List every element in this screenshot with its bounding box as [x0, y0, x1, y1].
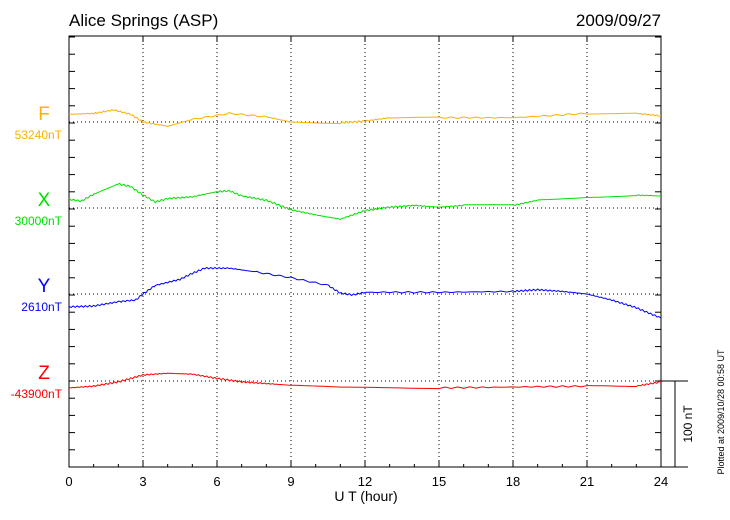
- series-line-Z: [68, 372, 662, 390]
- x-tick-label: 24: [654, 474, 668, 489]
- series-name-X: X: [38, 190, 51, 211]
- series-name-F: F: [38, 104, 50, 125]
- x-tick-label: 12: [358, 474, 372, 489]
- x-tick-label: 6: [213, 474, 220, 489]
- series-lines: [68, 108, 662, 390]
- series-line-Y: [68, 266, 662, 319]
- x-tick-label: 3: [139, 474, 146, 489]
- x-tick-label: 21: [580, 474, 594, 489]
- baseline-label-Z: -43900nT: [11, 387, 63, 401]
- plotted-note: Plotted at 2009/10/28 00:58 UT: [716, 349, 726, 475]
- series-labels: F 53240nT X 30000nT Y 2610nT Z -43900nT: [11, 104, 63, 401]
- chart-title: Alice Springs (ASP): [69, 11, 218, 30]
- series-name-Z: Z: [38, 363, 50, 384]
- series-line-F: [68, 108, 662, 128]
- baseline-label-X: 30000nT: [15, 214, 63, 228]
- x-tick-label: 0: [65, 474, 72, 489]
- x-axis-label: U T (hour): [334, 488, 397, 504]
- x-tick-label: 18: [506, 474, 520, 489]
- plot-frame: [68, 35, 662, 468]
- chart-date: 2009/09/27: [576, 11, 661, 30]
- grid: [69, 36, 661, 467]
- baseline-label-F: 53240nT: [15, 128, 63, 142]
- series-line-X: [68, 182, 662, 221]
- axes: 0 3 6 9 12 15 18 21 24: [65, 35, 688, 489]
- x-tick-label: 9: [287, 474, 294, 489]
- series-name-Y: Y: [38, 276, 51, 297]
- baseline-label-Y: 2610nT: [21, 300, 62, 314]
- scale-bar-label: 100 nT: [681, 405, 695, 443]
- x-tick-label: 15: [432, 474, 446, 489]
